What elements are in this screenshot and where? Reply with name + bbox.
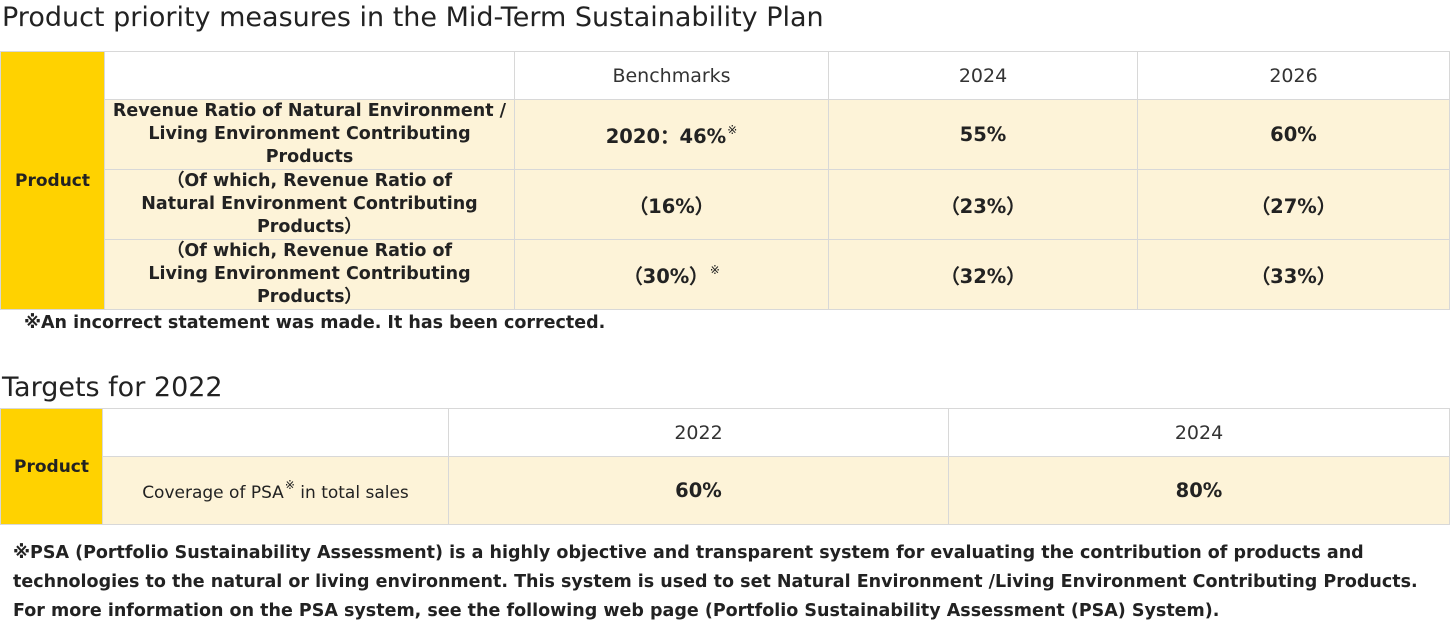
- psa-note-line: technologies to the natural or living en…: [13, 572, 1418, 592]
- correction-note: ※An incorrect statement was made. It has…: [24, 313, 606, 333]
- row-label-line: （Of which, Revenue Ratio of: [166, 241, 453, 261]
- footnote-mark: ※: [709, 263, 720, 277]
- row-label: Coverage of PSA※ in total sales: [102, 456, 449, 525]
- table2-title: Targets for 2022: [2, 372, 223, 403]
- header-blank-cell: [102, 408, 449, 457]
- header-2024: 2024: [828, 51, 1138, 100]
- value-2026: （27%）: [1137, 169, 1450, 240]
- value-2026: （33%）: [1137, 239, 1450, 310]
- benchmark-value: 2020：46%※: [514, 99, 829, 170]
- value-text: （30%）: [623, 265, 709, 288]
- header-2026: 2026: [1137, 51, 1450, 100]
- footnote-mark: ※: [727, 123, 738, 137]
- row-label-line: Natural Environment Contributing Product…: [141, 194, 478, 237]
- header-2022: 2022: [448, 408, 949, 457]
- row-label: Revenue Ratio of Natural Environment / L…: [104, 99, 515, 170]
- header-benchmarks: Benchmarks: [514, 51, 829, 100]
- table-row: Coverage of PSA※ in total sales 60% 80%: [1, 456, 1450, 525]
- row-label: （Of which, Revenue Ratio of Living Envir…: [104, 239, 515, 310]
- table-row: （Of which, Revenue Ratio of Natural Envi…: [1, 169, 1450, 240]
- table-row: Revenue Ratio of Natural Environment / L…: [1, 99, 1450, 170]
- row-label-line: （Of which, Revenue Ratio of: [166, 171, 453, 191]
- value-2024: 55%: [828, 99, 1138, 170]
- row-label-line: Living Environment Contributing Products…: [148, 264, 471, 307]
- value-2024: 80%: [948, 456, 1450, 525]
- header-blank-cell: [104, 51, 515, 100]
- targets-2022-table: Product 2022 2024 Coverage of PSA※ in to…: [0, 408, 1450, 525]
- value-2024: （32%）: [828, 239, 1138, 310]
- value-2024: （23%）: [828, 169, 1138, 240]
- value-2026: 60%: [1137, 99, 1450, 170]
- benchmark-value: （30%）※: [514, 239, 829, 310]
- value-text: 2020：46%: [605, 125, 727, 148]
- mid-term-plan-table: Product Benchmarks 2024 2026 Revenue Rat…: [0, 51, 1450, 310]
- row-label-line: Living Environment Contributing Products: [148, 124, 471, 167]
- row-label: （Of which, Revenue Ratio of Natural Envi…: [104, 169, 515, 240]
- benchmark-value: （16%）: [514, 169, 829, 240]
- product-side-label: Product: [0, 408, 103, 525]
- table1-title: Product priority measures in the Mid-Ter…: [2, 2, 824, 33]
- table-row: （Of which, Revenue Ratio of Living Envir…: [1, 239, 1450, 310]
- product-side-label: Product: [0, 51, 105, 310]
- header-2024: 2024: [948, 408, 1450, 457]
- footnote-mark: ※: [284, 478, 295, 492]
- value-2022: 60%: [448, 456, 949, 525]
- psa-note-line: For more information on the PSA system, …: [13, 601, 1220, 621]
- row-label-line: Revenue Ratio of Natural Environment /: [112, 101, 507, 121]
- label-text: in total sales: [294, 483, 409, 503]
- psa-note-line: ※PSA (Portfolio Sustainability Assessmen…: [13, 543, 1364, 563]
- psa-note: ※PSA (Portfolio Sustainability Assessmen…: [13, 539, 1418, 626]
- label-text: Coverage of PSA: [142, 483, 284, 503]
